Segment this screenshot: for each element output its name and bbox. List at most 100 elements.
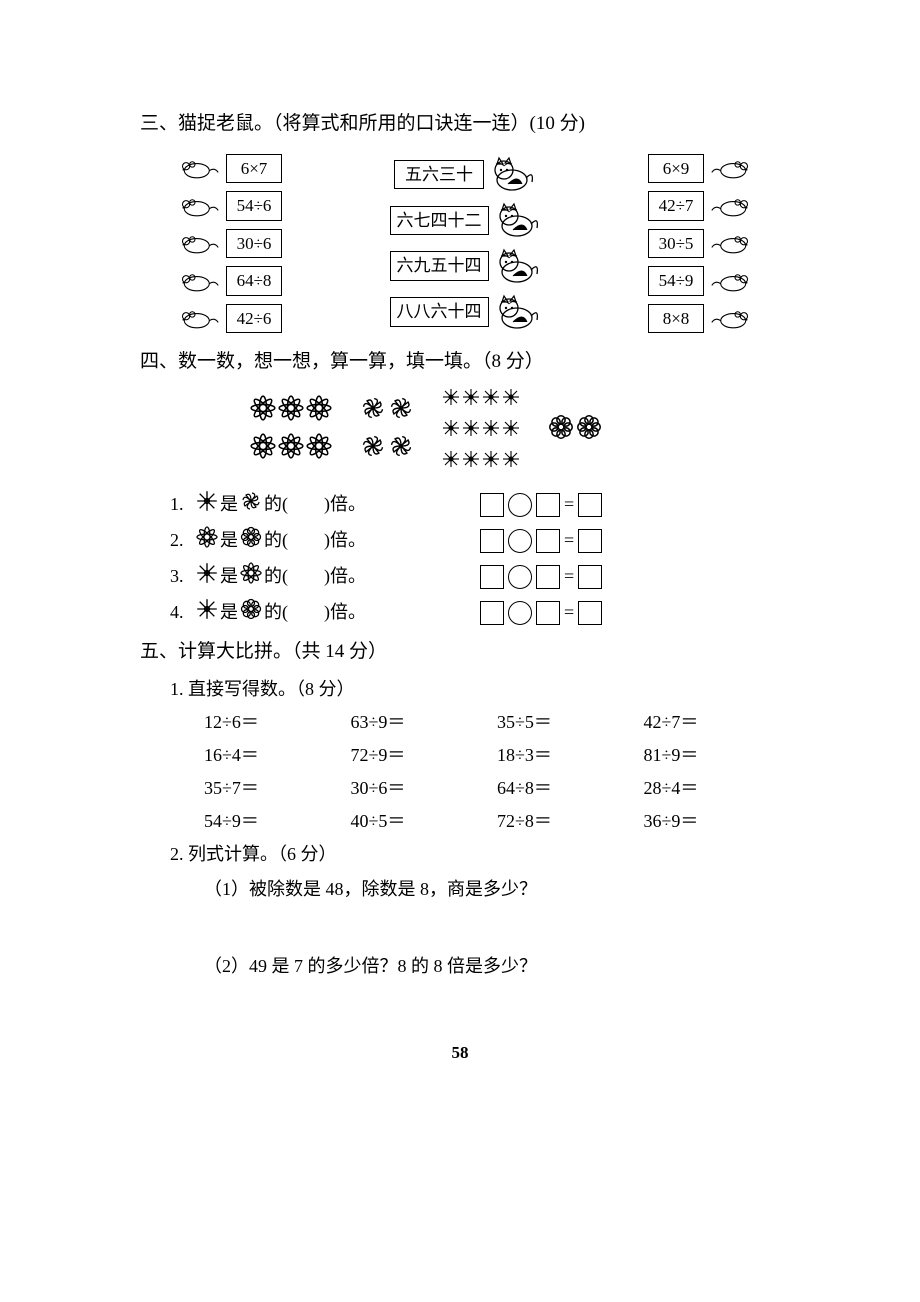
mouse-icon xyxy=(710,270,760,292)
blank-box xyxy=(578,529,602,553)
calc-cell: 72÷9＝ xyxy=(351,742,488,769)
star8s-icon xyxy=(196,562,218,592)
calc-cell: 30÷6＝ xyxy=(351,775,488,802)
star8s-icon xyxy=(462,387,480,414)
section-5-q2: （2）49 是 7 的多少倍？8 的 8 倍是多少？ xyxy=(140,953,780,980)
q4-equation: = xyxy=(480,563,602,590)
star8-icon xyxy=(306,395,332,429)
star8s-icon xyxy=(482,449,500,476)
star8-icon xyxy=(240,562,262,592)
mnemonic-row: 八八六十四 xyxy=(390,294,541,330)
blank-box xyxy=(536,565,560,589)
q3-right-row: 8×8 xyxy=(648,304,760,334)
swirl-icon xyxy=(240,490,262,520)
blank-box xyxy=(480,601,504,625)
blank-box xyxy=(536,493,560,517)
equation-box: 54÷9 xyxy=(648,266,704,296)
star8s-icon xyxy=(442,449,460,476)
q3-right-row: 6×9 xyxy=(648,154,760,184)
q3-left-row: 42÷6 xyxy=(170,304,282,334)
q3-left-column: 6×7 54÷6 30÷6 64÷8 42÷6 xyxy=(170,154,282,334)
q4-text: 是的( )倍。 xyxy=(196,562,456,592)
calc-grid: 12÷6＝63÷9＝35÷5＝42÷7＝16÷4＝72÷9＝18÷3＝81÷9＝… xyxy=(140,709,780,835)
mnemonic-row: 五六三十 xyxy=(394,156,536,192)
blank-box xyxy=(536,601,560,625)
calc-cell: 36÷9＝ xyxy=(644,808,781,835)
equals-sign: = xyxy=(564,563,574,590)
q4-question-line: 3. 是的( )倍。 = xyxy=(140,562,780,592)
q4-question-line: 1. 是的( )倍。 = xyxy=(140,490,780,520)
q4-num: 4. xyxy=(170,599,192,626)
star8s-icon xyxy=(502,418,520,445)
calc-cell: 81÷9＝ xyxy=(644,742,781,769)
flower-group xyxy=(250,395,332,467)
star8-icon xyxy=(250,433,276,467)
flower-group xyxy=(360,395,414,467)
swirl-icon xyxy=(388,433,414,467)
rosette-icon xyxy=(240,598,262,628)
blank-box xyxy=(578,601,602,625)
blank-box xyxy=(480,493,504,517)
equation-box: 30÷5 xyxy=(648,229,704,259)
mouse-icon xyxy=(170,195,220,217)
q4-equation: = xyxy=(480,491,602,518)
q4-equation: = xyxy=(480,599,602,626)
star8-icon xyxy=(196,526,218,556)
star8s-icon xyxy=(196,598,218,628)
mouse-icon xyxy=(710,307,760,329)
section-5-sub2-title: 2. 列式计算。（6 分） xyxy=(140,841,780,868)
flower-group xyxy=(442,387,520,476)
blank-circle xyxy=(508,529,532,553)
star8s-icon xyxy=(196,490,218,520)
q3-left-row: 30÷6 xyxy=(170,229,282,259)
rosette-icon xyxy=(576,414,602,448)
star8-icon xyxy=(250,395,276,429)
blank-box xyxy=(578,565,602,589)
mnemonic-row: 六七四十二 xyxy=(390,202,541,238)
calc-cell: 28÷4＝ xyxy=(644,775,781,802)
blank-box xyxy=(480,565,504,589)
section-5-sub1-title: 1. 直接写得数。（8 分） xyxy=(140,676,780,703)
flower-group xyxy=(548,414,602,448)
swirl-icon xyxy=(388,395,414,429)
q3-left-row: 54÷6 xyxy=(170,191,282,221)
equation-box: 30÷6 xyxy=(226,229,282,259)
calc-cell: 35÷7＝ xyxy=(204,775,341,802)
equation-box: 42÷6 xyxy=(226,304,282,334)
equals-sign: = xyxy=(564,527,574,554)
mouse-icon xyxy=(170,307,220,329)
calc-cell: 12÷6＝ xyxy=(204,709,341,736)
q4-num: 1. xyxy=(170,491,192,518)
star8s-icon xyxy=(462,449,480,476)
mnemonic-box: 五六三十 xyxy=(394,160,484,190)
calc-cell: 18÷3＝ xyxy=(497,742,634,769)
mouse-icon xyxy=(710,232,760,254)
star8s-icon xyxy=(482,387,500,414)
blank-circle xyxy=(508,565,532,589)
mouse-icon xyxy=(170,157,220,179)
q4-text: 是的( )倍。 xyxy=(196,526,456,556)
equals-sign: = xyxy=(564,491,574,518)
mouse-icon xyxy=(170,270,220,292)
swirl-icon xyxy=(360,433,386,467)
calc-cell: 16÷4＝ xyxy=(204,742,341,769)
calc-cell: 54÷9＝ xyxy=(204,808,341,835)
swirl-icon xyxy=(360,395,386,429)
section-4-title: 四、数一数，想一想，算一算，填一填。（8 分） xyxy=(140,348,780,377)
calc-cell: 35÷5＝ xyxy=(497,709,634,736)
equals-sign: = xyxy=(564,599,574,626)
blank-box xyxy=(578,493,602,517)
q3-right-row: 30÷5 xyxy=(648,229,760,259)
calc-cell: 42÷7＝ xyxy=(644,709,781,736)
q3-right-column: 6×9 42÷7 30÷5 54÷9 8×8 xyxy=(648,154,760,334)
blank-box xyxy=(536,529,560,553)
equation-box: 6×7 xyxy=(226,154,282,184)
q4-question-line: 2. 是的( )倍。 = xyxy=(140,526,780,556)
mouse-icon xyxy=(170,232,220,254)
rosette-icon xyxy=(240,526,262,556)
star8s-icon xyxy=(502,387,520,414)
blank-box xyxy=(480,529,504,553)
calc-cell: 72÷8＝ xyxy=(497,808,634,835)
mnemonic-box: 六七四十二 xyxy=(390,206,489,236)
q4-num: 3. xyxy=(170,563,192,590)
